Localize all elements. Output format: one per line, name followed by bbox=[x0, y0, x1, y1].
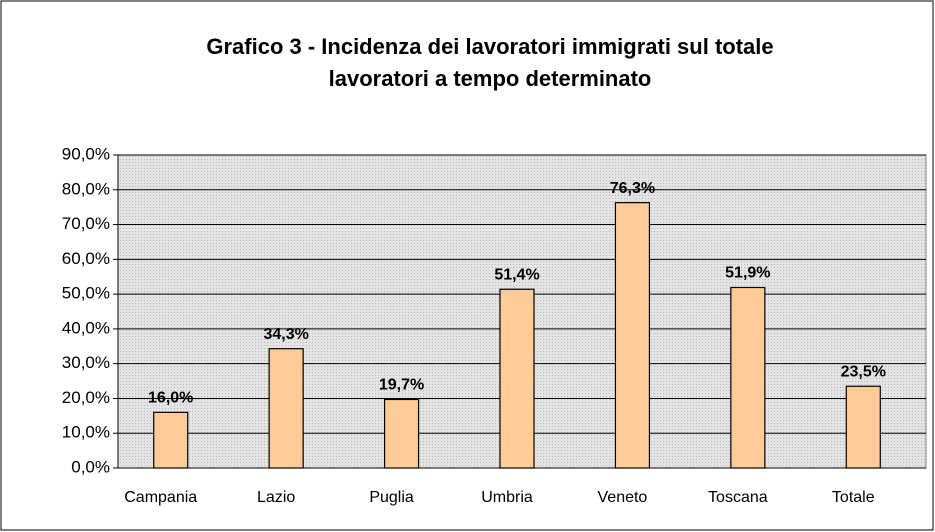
bar bbox=[268, 348, 304, 469]
x-tick-label: Puglia bbox=[369, 489, 414, 506]
bar bbox=[499, 288, 535, 469]
y-tick-label: 50,0% bbox=[62, 284, 110, 303]
y-tick-label: 80,0% bbox=[62, 179, 110, 198]
bar bbox=[730, 286, 766, 469]
value-label: 16,0% bbox=[148, 390, 193, 407]
x-tick-label: Lazio bbox=[257, 489, 295, 506]
value-label: 76,3% bbox=[610, 180, 655, 197]
y-tick-label: 20,0% bbox=[62, 388, 110, 407]
chart-title: Grafico 3 - Incidenza dei lavoratori imm… bbox=[206, 34, 773, 59]
value-label: 19,7% bbox=[379, 377, 424, 394]
y-tick-label: 0,0% bbox=[71, 457, 110, 476]
bar bbox=[153, 411, 189, 469]
chart-title: lavoratori a tempo determinato bbox=[329, 66, 652, 91]
value-label: 23,5% bbox=[841, 363, 886, 380]
y-tick-label: 90,0% bbox=[62, 144, 110, 163]
bar bbox=[614, 202, 651, 469]
value-label: 51,9% bbox=[725, 265, 770, 282]
y-tick-label: 40,0% bbox=[62, 318, 110, 337]
x-tick-label: Veneto bbox=[598, 489, 648, 506]
value-label: 34,3% bbox=[263, 326, 308, 343]
x-tick-label: Toscana bbox=[708, 489, 768, 506]
y-tick-label: 30,0% bbox=[62, 353, 110, 372]
bar bbox=[845, 385, 881, 469]
y-tick-label: 60,0% bbox=[62, 249, 110, 268]
x-tick-label: Campania bbox=[124, 489, 197, 506]
bar bbox=[383, 398, 420, 469]
x-tick-label: Totale bbox=[832, 489, 875, 506]
y-tick-label: 70,0% bbox=[62, 214, 110, 233]
x-tick-label: Umbria bbox=[481, 489, 533, 506]
value-label: 51,4% bbox=[494, 266, 539, 283]
y-tick-label: 10,0% bbox=[62, 423, 110, 442]
